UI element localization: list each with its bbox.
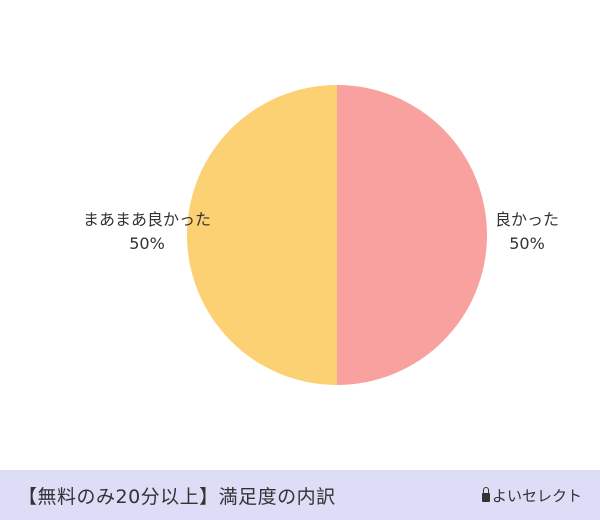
pie-slice-1: [187, 85, 337, 385]
lock-icon: [481, 486, 490, 502]
slice-label-0: 良かった: [495, 210, 559, 229]
brand-name: よいセレクト: [491, 486, 582, 505]
slice-percent-1: 50%: [129, 234, 165, 253]
brand-logo: よいセレクト: [481, 485, 582, 506]
slice-percent-0: 50%: [509, 234, 545, 253]
footer-bar: 【無料のみ20分以上】満足度の内訳 よいセレクト: [0, 470, 600, 520]
pie-chart: 良かった 50% まあまあ良かった 50%: [83, 85, 559, 385]
footer-title: 【無料のみ20分以上】満足度の内訳: [18, 485, 336, 508]
pie-slice-0: [337, 85, 487, 385]
slice-label-1: まあまあ良かった: [83, 210, 211, 229]
